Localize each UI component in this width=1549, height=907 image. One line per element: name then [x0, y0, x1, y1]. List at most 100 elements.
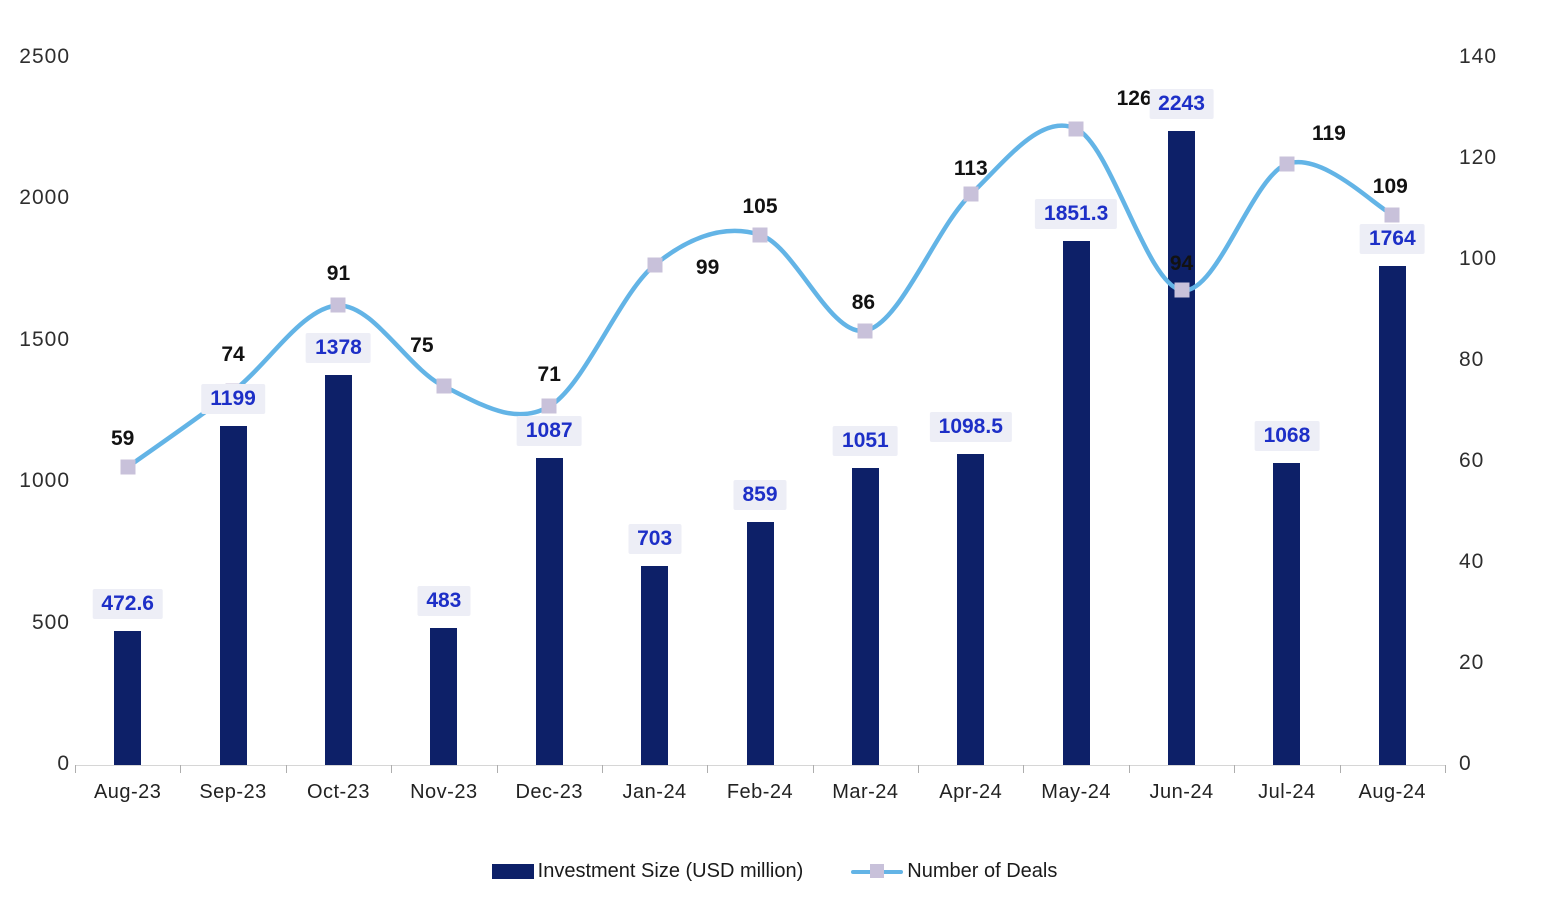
- right-axis-tick-label: 80: [1459, 348, 1485, 371]
- deal-count-label: 59: [111, 427, 135, 451]
- investment-value-label: 1051: [833, 425, 898, 456]
- legend-item-investment: Investment Size (USD million): [491, 860, 804, 883]
- deal-marker: [541, 398, 557, 414]
- investment-value-label: 483: [417, 586, 471, 617]
- deal-count-label: 119: [1311, 122, 1346, 146]
- investment-value-label: 1087: [516, 415, 582, 446]
- deal-count-label: 113: [953, 157, 988, 181]
- x-axis-tick: [285, 765, 287, 773]
- deal-count-label: 75: [410, 334, 434, 358]
- deal-marker: [1279, 156, 1295, 172]
- left-axis-tick-label: 1500: [19, 327, 70, 351]
- left-axis-tick-label: 0: [57, 752, 70, 775]
- x-axis-category-label: Apr-24: [939, 781, 1003, 803]
- deal-marker: [963, 186, 979, 202]
- investment-value-label: 859: [733, 480, 787, 511]
- x-axis-category-label: Sep-23: [199, 781, 267, 803]
- legend-label-investment: Investment Size (USD million): [537, 860, 804, 882]
- investment-bar: [641, 566, 669, 765]
- legend-label-deals: Number of Deals: [907, 860, 1058, 882]
- x-axis-tick: [496, 765, 498, 773]
- investment-value-label: 1199: [201, 383, 265, 414]
- deal-count-label: 126: [1116, 86, 1152, 110]
- x-axis-category-label: Jan-24: [622, 781, 687, 803]
- investment-bar: [324, 375, 352, 765]
- deal-count-label: 99: [695, 256, 720, 280]
- deal-marker: [1068, 121, 1084, 137]
- deal-count-label: 105: [742, 194, 778, 218]
- x-axis-category-label: Feb-24: [726, 781, 794, 803]
- left-axis-tick-label: 2500: [19, 45, 70, 68]
- x-axis-tick: [812, 765, 814, 773]
- x-axis-tick: [707, 765, 709, 773]
- x-axis-tick: [601, 765, 603, 773]
- x-axis-tick: [1128, 765, 1130, 773]
- x-axis-tick: [180, 765, 182, 773]
- x-axis-category-label: Oct-23: [306, 781, 370, 803]
- deal-marker: [752, 227, 768, 243]
- x-axis-tick: [1339, 765, 1341, 773]
- deal-count-label: 109: [1372, 174, 1408, 198]
- left-axis-tick-label: 500: [31, 610, 70, 634]
- investment-bar: [746, 522, 774, 765]
- investment-bar: [851, 467, 879, 765]
- x-axis-category-label: Nov-23: [410, 781, 478, 803]
- x-axis-category-label: Jul-24: [1258, 781, 1316, 803]
- investment-bar: [1062, 241, 1090, 765]
- investment-value-label: 1851.3: [1035, 199, 1118, 230]
- legend: Investment Size (USD million) Number of …: [0, 860, 1549, 883]
- deal-marker: [647, 257, 663, 273]
- x-axis-tick: [1445, 765, 1446, 773]
- investment-value-label: 472.6: [92, 589, 163, 620]
- deal-marker: [436, 378, 452, 394]
- right-axis-tick-label: 20: [1459, 651, 1485, 674]
- left-axis-tick-label: 1000: [19, 469, 70, 493]
- investment-value-label: 1378: [306, 333, 371, 364]
- investment-value-label: 1098.5: [929, 412, 1012, 443]
- bar-swatch-icon: [491, 864, 534, 879]
- right-axis-tick-label: 60: [1459, 449, 1485, 472]
- x-axis-tick: [1234, 765, 1236, 773]
- x-axis-line: [75, 765, 1445, 766]
- deal-count-label: 86: [851, 290, 876, 314]
- investment-bar: [535, 457, 563, 765]
- x-axis-tick: [391, 765, 393, 773]
- deal-marker: [120, 459, 136, 475]
- investment-bar: [957, 454, 985, 765]
- right-axis-tick-label: 140: [1459, 45, 1498, 68]
- deal-marker: [857, 323, 873, 339]
- left-axis-tick-label: 2000: [19, 186, 70, 210]
- deal-marker: [1174, 282, 1190, 298]
- investment-bar: [1168, 130, 1196, 765]
- investment-bar: [1273, 462, 1301, 765]
- deal-count-label: 71: [537, 363, 561, 387]
- x-axis-tick: [918, 765, 920, 773]
- x-axis-category-label: Aug-23: [93, 781, 162, 803]
- investment-bar: [1378, 266, 1406, 765]
- x-axis-tick: [75, 765, 76, 773]
- investment-bar: [114, 631, 142, 765]
- deal-count-label: 94: [1169, 252, 1194, 276]
- investment-value-label: 2243: [1149, 88, 1214, 119]
- legend-item-deals: Number of Deals: [851, 860, 1057, 883]
- deal-marker: [330, 297, 346, 313]
- x-axis-category-label: Dec-23: [515, 781, 583, 803]
- investment-bar: [430, 628, 458, 765]
- right-axis-tick-label: 100: [1459, 247, 1498, 270]
- deal-marker: [1384, 207, 1400, 223]
- deal-count-label: 91: [326, 262, 351, 286]
- x-axis-category-label: Aug-24: [1358, 781, 1427, 803]
- x-axis-category-label: Jun-24: [1149, 781, 1214, 803]
- deal-count-label: 74: [221, 343, 245, 367]
- line-marker-swatch-icon: [851, 864, 904, 879]
- investment-value-label: 1068: [1254, 420, 1320, 451]
- right-axis-tick-label: 40: [1459, 550, 1485, 573]
- investment-value-label: 703: [628, 524, 682, 555]
- x-axis-tick: [1023, 765, 1025, 773]
- x-axis-category-label: Mar-24: [832, 781, 899, 803]
- investment-bar: [219, 425, 247, 765]
- right-axis-tick-label: 0: [1459, 752, 1472, 775]
